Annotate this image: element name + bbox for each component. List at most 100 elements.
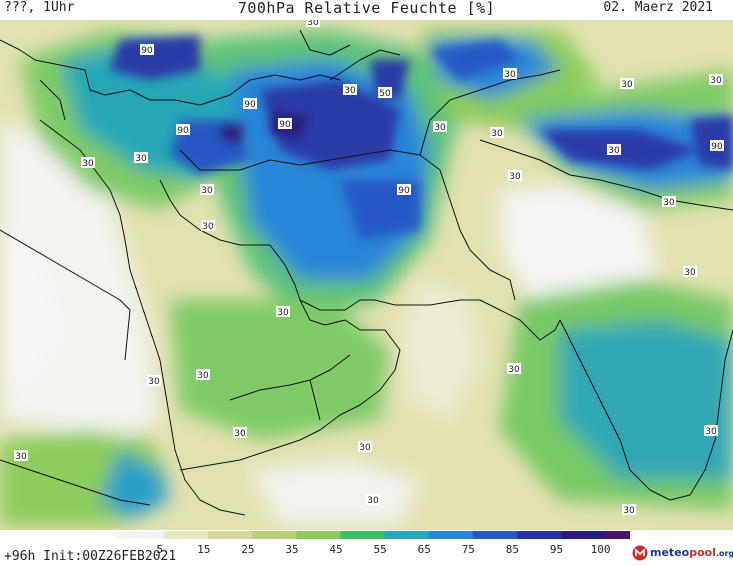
- contour-label-text: 30: [621, 80, 633, 90]
- model-run-info: +96h Init:00Z26FEB2021: [4, 549, 177, 564]
- colorbar-tick-label: 5: [156, 543, 163, 556]
- colorbar-band: [164, 531, 209, 539]
- contour-label: 90: [176, 124, 190, 136]
- contour-labels: 90 90 90 90 90 90 30 30 50 30 30 30 30 30 30 30 30 30 30 30…: [14, 20, 724, 516]
- contour-label-bg: [176, 124, 190, 135]
- contour-label: 30: [276, 306, 290, 318]
- contour-label: 30: [433, 121, 447, 133]
- contour-label: 30: [201, 220, 215, 232]
- meteopool-logo-icon: [632, 545, 648, 561]
- contour-label-bg: [14, 450, 28, 461]
- contour-label: 30: [683, 266, 697, 278]
- contour-label: 90: [397, 184, 411, 196]
- contour-label-text: 30: [710, 76, 722, 86]
- contour-label: 50: [378, 87, 392, 99]
- contour-label-text: 30: [234, 429, 246, 439]
- colorbar-tick-label: 75: [462, 543, 475, 556]
- meteopool-logo[interactable]: meteopool.org: [632, 545, 733, 563]
- contour-label-text: 30: [344, 86, 356, 96]
- contour-label: 30: [366, 494, 380, 506]
- contour-label-text: 90: [279, 120, 291, 130]
- colorbar-band: [560, 531, 606, 539]
- contour-label-bg: [709, 74, 723, 85]
- contour-label-bg: [607, 144, 621, 155]
- contour-label-bg: [366, 494, 380, 505]
- contour-label-bg: [622, 504, 636, 515]
- contour-label-bg: [233, 427, 247, 438]
- contour-label-text: 30: [491, 129, 503, 139]
- colorbar-band: [428, 531, 474, 539]
- contour-label: 30: [81, 157, 95, 169]
- contour-label: 30: [709, 74, 723, 86]
- colorbar-tick-label: 45: [329, 543, 342, 556]
- contour-label-bg: [490, 127, 504, 138]
- contour-label: 30: [134, 152, 148, 164]
- contour-label: 30: [200, 184, 214, 196]
- contour-label-text: 30: [201, 186, 213, 196]
- contour-label-text: 30: [135, 154, 147, 164]
- forecast-time-label: ???, 1Uhr: [4, 0, 75, 15]
- contour-label-text: 50: [379, 89, 391, 99]
- contour-label: 90: [140, 44, 154, 56]
- contour-label-text: 90: [711, 142, 723, 152]
- humidity-field: [0, 20, 733, 530]
- contour-label-bg: [306, 20, 320, 27]
- contour-label-text: 30: [307, 20, 319, 28]
- contour-label: 30: [704, 425, 718, 437]
- contour-label-bg: [358, 441, 372, 452]
- contour-label-bg: [278, 118, 292, 129]
- colorbar-tick-label: 85: [506, 543, 519, 556]
- contour-label-text: 30: [705, 427, 717, 437]
- colorbar-tick-label: 35: [285, 543, 298, 556]
- contour-label-text: 30: [663, 198, 675, 208]
- contour-label-text: 30: [623, 506, 635, 516]
- colorbar-band: [516, 531, 562, 539]
- contour-label-bg: [620, 78, 634, 89]
- contour-label-bg: [343, 84, 357, 95]
- contour-label-bg: [243, 98, 257, 109]
- colorbar-band: [472, 531, 518, 539]
- contour-label-bg: [81, 157, 95, 168]
- contour-label-text: 30: [277, 308, 289, 318]
- colorbar-tick-label: 100: [591, 543, 611, 556]
- contour-label-text: 30: [197, 371, 209, 381]
- contour-label: 30: [343, 84, 357, 96]
- logo-suffix-text: .org: [715, 549, 733, 558]
- colorbar-band: [252, 531, 297, 539]
- borders-and-coastlines: [0, 29, 733, 516]
- contour-label-text: 30: [684, 268, 696, 278]
- colorbar-band: [296, 531, 341, 539]
- contour-label-text: 30: [504, 70, 516, 80]
- contour-label: 30: [196, 369, 210, 381]
- contour-label-text: 90: [177, 126, 189, 136]
- contour-label: 30: [306, 20, 320, 28]
- chart-footer: 5 15 25 35 45 55 65 75 85 95 100 +96h Init:00Z26FE…: [0, 530, 733, 566]
- contour-label-text: 30: [15, 452, 27, 462]
- contour-label-bg: [508, 170, 522, 181]
- valid-date-label: 02. Maerz 2021: [603, 0, 713, 15]
- colorbar-band: [605, 531, 630, 539]
- contour-label-text: 30: [359, 443, 371, 453]
- contour-label-bg: [134, 152, 148, 163]
- contour-label-bg: [704, 425, 718, 436]
- contour-label: 90: [710, 140, 724, 152]
- chart-header: ???, 1Uhr 700hPa Relative Feuchte [%] 02…: [0, 0, 733, 20]
- contour-label-bg: [683, 266, 697, 277]
- contour-label: 30: [490, 127, 504, 139]
- contour-label-bg: [397, 184, 411, 195]
- contour-label-bg: [503, 68, 517, 79]
- contour-label-text: 90: [141, 46, 153, 56]
- contour-label: 30: [147, 375, 161, 387]
- contour-label-text: 90: [398, 186, 410, 196]
- contour-label: 30: [233, 427, 247, 439]
- contour-label: 30: [507, 363, 521, 375]
- logo-accent-text: pool: [689, 546, 716, 559]
- contour-label-text: 90: [244, 100, 256, 110]
- contour-label: 30: [508, 170, 522, 182]
- chart-title: 700hPa Relative Feuchte [%]: [237, 0, 496, 17]
- colorbar-tick-label: 55: [374, 543, 387, 556]
- logo-main-text: meteo: [650, 546, 690, 559]
- contour-label-bg: [662, 196, 676, 207]
- contour-label: 30: [662, 196, 676, 208]
- colorbar-band: [120, 531, 165, 539]
